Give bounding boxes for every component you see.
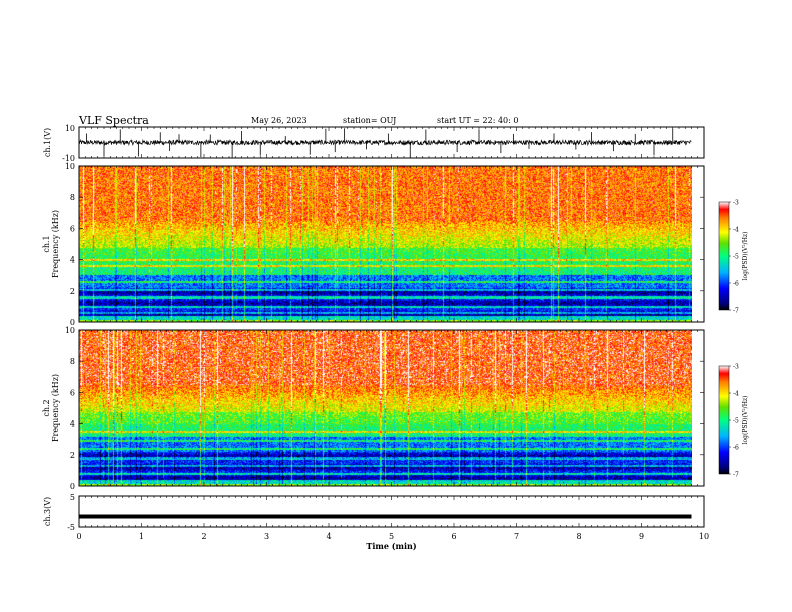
ch2-ylabel: ch.2 xyxy=(42,399,51,416)
ch3-ylabel: ch.3(V) xyxy=(43,497,52,526)
ch1-ytick-label: 2 xyxy=(70,287,75,296)
ch2-colorbar-tick-label: -3 xyxy=(733,364,739,371)
x-tick-label: 0 xyxy=(76,532,81,541)
x-tick-label: 4 xyxy=(326,532,331,541)
ch1-ytick-label: 10 xyxy=(65,162,75,171)
x-tick-label: 2 xyxy=(201,532,206,541)
x-tick-label: 1 xyxy=(139,532,144,541)
ch2-colorbar-tick-label: -4 xyxy=(733,391,739,398)
ch1-colorbar-tick-label: -3 xyxy=(733,200,739,207)
x-tick-label: 5 xyxy=(389,532,394,541)
ch2-ytick-label: 8 xyxy=(70,357,75,366)
ch1-colorbar-tick-label: -5 xyxy=(733,254,739,261)
ch1-ytick-label: 4 xyxy=(70,256,75,265)
ch1-ylabel: ch.1 xyxy=(42,235,51,252)
ch1-trace xyxy=(78,138,692,147)
ch2-ytick-label: 0 xyxy=(70,482,75,491)
ch1-colorbar-tick-label: -4 xyxy=(733,227,739,234)
ch1-ytick-label: 6 xyxy=(70,224,75,233)
ch2-colorbar-tick-label: -5 xyxy=(733,418,739,425)
x-tick-label: 3 xyxy=(264,532,269,541)
x-tick-label: 8 xyxy=(576,532,581,541)
ch2-ytick-label: 10 xyxy=(65,326,75,335)
ch1-colorbar-tick-label: -7 xyxy=(733,308,739,315)
x-axis-label: Time (min) xyxy=(366,541,416,551)
ch1-colorbar-tick-label: -6 xyxy=(733,281,739,288)
ch2-colorbar xyxy=(718,365,730,475)
ch2-colorbar-tick-label: -7 xyxy=(733,472,739,479)
ch2-colorbar-label: log(PSD)(V²/Hz) xyxy=(742,396,749,445)
ch3-ytick-label: -5 xyxy=(67,523,75,532)
header-station: station= OUJ xyxy=(343,116,397,125)
ch1-spectrogram-image xyxy=(79,166,692,322)
header-date: May 26, 2023 xyxy=(251,116,307,125)
chart-title: VLF Spectra xyxy=(79,114,149,127)
ch1-ytick-label: 0 xyxy=(70,318,75,327)
ch2-ylabel: Frequency (kHz) xyxy=(51,374,60,442)
ch2-spectrogram-image xyxy=(79,330,692,486)
ch1-ytick-label: 10 xyxy=(65,124,75,133)
ch2-ytick-label: 2 xyxy=(70,451,75,460)
x-tick-label: 9 xyxy=(639,532,644,541)
ch1-ylabel: ch.1(V) xyxy=(43,128,52,157)
header-start-time: start UT = 22: 40: 0 xyxy=(437,116,519,125)
ch1-ytick-label: -10 xyxy=(62,154,75,163)
x-tick-label: 7 xyxy=(514,532,519,541)
ch1-ytick-label: 8 xyxy=(70,193,75,202)
x-tick-label: 6 xyxy=(451,532,456,541)
ch1-ylabel: Frequency (kHz) xyxy=(51,210,60,278)
x-tick-label: 10 xyxy=(699,532,709,541)
ch2-colorbar-tick-label: -6 xyxy=(733,445,739,452)
ch2-ytick-label: 4 xyxy=(70,420,75,429)
ch1-colorbar-label: log(PSD)(V²/Hz) xyxy=(742,232,749,281)
ch1-colorbar xyxy=(718,201,730,311)
ch3-waveform-frame xyxy=(78,495,705,528)
ch2-ytick-label: 6 xyxy=(70,388,75,397)
ch3-ytick-label: 5 xyxy=(70,493,75,502)
